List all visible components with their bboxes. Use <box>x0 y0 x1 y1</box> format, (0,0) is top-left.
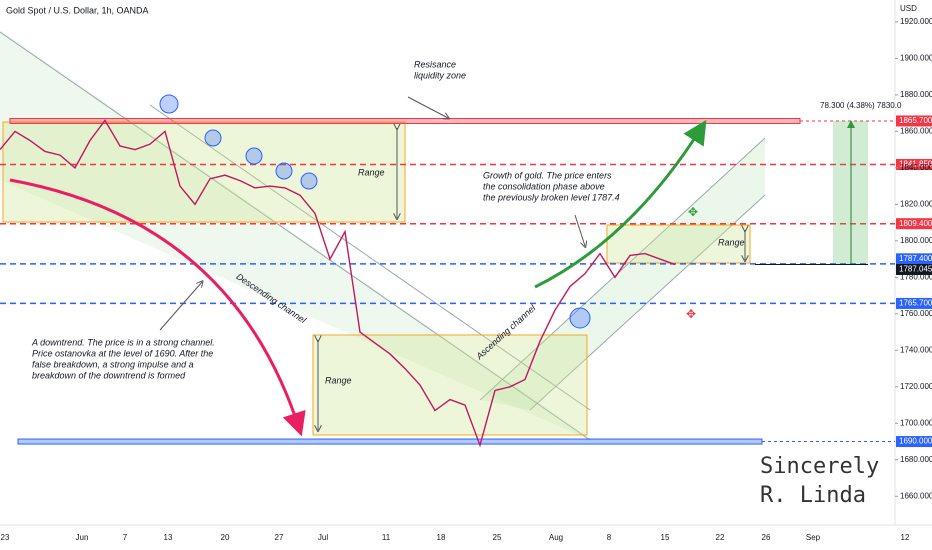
level-label-box <box>896 263 932 275</box>
measure-label: 78.300 (4.38%) 7830.0 <box>820 101 902 110</box>
pointer-arrow <box>407 96 448 118</box>
x-tick-label: 11 <box>382 533 391 542</box>
y-tick-label: 1840.000 <box>900 163 932 172</box>
level-label-box <box>896 218 932 230</box>
y-tick-label: 1720.000 <box>900 382 932 391</box>
x-tick-label: 7 <box>123 533 128 542</box>
x-tick-label: Jun <box>76 533 89 542</box>
level-label: 1787.400 <box>899 254 932 263</box>
downtrend-note: breakdown of the downtrend is formed <box>32 370 186 380</box>
range-zone <box>312 334 588 436</box>
level-label: 1865.700 <box>899 116 932 125</box>
x-tick-label: 15 <box>661 533 670 542</box>
x-tick-label: 18 <box>437 533 446 542</box>
level-label: 1765.700 <box>899 299 932 308</box>
y-tick-label: 1740.000 <box>900 345 932 354</box>
x-tick-label: 25 <box>493 533 502 542</box>
y-tick-label: 1820.000 <box>900 199 932 208</box>
level-label-box <box>896 297 932 309</box>
touch-circle <box>204 129 222 147</box>
signature: Sincerely <box>760 454 879 479</box>
y-tick-label: 1680.000 <box>900 455 932 464</box>
x-tick-label: 22 <box>716 533 725 542</box>
level-label: 1690.000 <box>899 437 932 446</box>
touch-circle <box>159 94 179 114</box>
touch-circle <box>275 162 293 180</box>
x-tick-label: 12 <box>901 533 910 542</box>
x-tick-label: 23 <box>1 533 10 542</box>
level-band <box>9 117 801 124</box>
y-tick-label: 1760.000 <box>900 309 932 318</box>
level-label: 1841.850 <box>899 160 932 169</box>
y-tick-label: 1780.000 <box>900 272 932 281</box>
range-label: Range <box>718 237 745 247</box>
resistance-note: Resisance <box>414 59 456 69</box>
x-tick-label: Aug <box>549 533 563 542</box>
x-tick-label: 13 <box>164 533 173 542</box>
touch-circles <box>159 94 591 329</box>
x-tick-label: Jul <box>318 533 328 542</box>
touch-circle <box>245 147 263 165</box>
level-label: 1787.045 <box>899 265 932 274</box>
y-tick-label: 1660.000 <box>900 491 932 500</box>
growth-note: the previously broken level 1787.4 <box>483 192 620 202</box>
growth-arrow <box>534 119 707 289</box>
level-label-box <box>896 436 932 448</box>
range-label: Range <box>325 375 352 385</box>
range-zone <box>2 121 406 223</box>
range-label: Range <box>358 167 385 177</box>
descending-channel-line <box>149 104 591 411</box>
downtrend-note: A downtrend. The price is in a strong ch… <box>31 337 215 347</box>
range-zone <box>606 224 751 264</box>
growth-note: Growth of gold. The price enters <box>483 170 612 180</box>
descending-channel-line <box>0 31 591 441</box>
x-tick-label: 26 <box>762 533 771 542</box>
buy-marker: ✥ <box>688 205 698 219</box>
currency-label: USD <box>900 4 917 13</box>
chart-title: Gold Spot / U.S. Dollar, 1h, OANDA <box>6 5 149 15</box>
y-tick-label: 1920.000 <box>900 17 932 26</box>
price-line <box>0 119 676 448</box>
ascending-channel-line <box>529 194 766 411</box>
touch-circle <box>300 172 318 190</box>
downtrend-note: false breakdown, a strong impulse and a <box>32 359 194 369</box>
level-label: 1809.400 <box>899 219 932 228</box>
y-tick-label: 1800.000 <box>900 236 932 245</box>
levels: 1865.700 1841.850 1809.400 1787.400 1787.045… <box>0 115 932 448</box>
level-band <box>17 438 763 445</box>
downtrend-arrow <box>9 178 306 437</box>
growth-note: the consolidation phase above <box>483 181 605 191</box>
x-tick-label: 20 <box>221 533 230 542</box>
pointer-arrow <box>159 282 202 331</box>
resistance-note: liquidity zone <box>414 70 466 80</box>
price-series <box>0 119 676 448</box>
x-tick-label: 27 <box>275 533 284 542</box>
pointer-arrow <box>574 214 585 246</box>
x-tick-label: 8 <box>607 533 612 542</box>
level-label-box <box>896 158 932 170</box>
y-tick-label: 1880.000 <box>900 90 932 99</box>
y-tick-label: 1700.000 <box>900 418 932 427</box>
touch-circle <box>569 307 591 329</box>
ascending-channel-fill <box>480 138 765 410</box>
ascending-channel-line <box>479 137 766 401</box>
level-label-box <box>896 253 932 265</box>
y-tick-label: 1860.000 <box>900 126 932 135</box>
x-tick-label: Sep <box>806 533 821 542</box>
downtrend-note: Price ostanovka at the level of 1690. Af… <box>32 348 213 358</box>
sell-marker: ✥ <box>686 307 696 321</box>
signature: R. Linda <box>760 483 866 508</box>
level-label-box <box>896 115 932 127</box>
y-tick-label: 1900.000 <box>900 53 932 62</box>
